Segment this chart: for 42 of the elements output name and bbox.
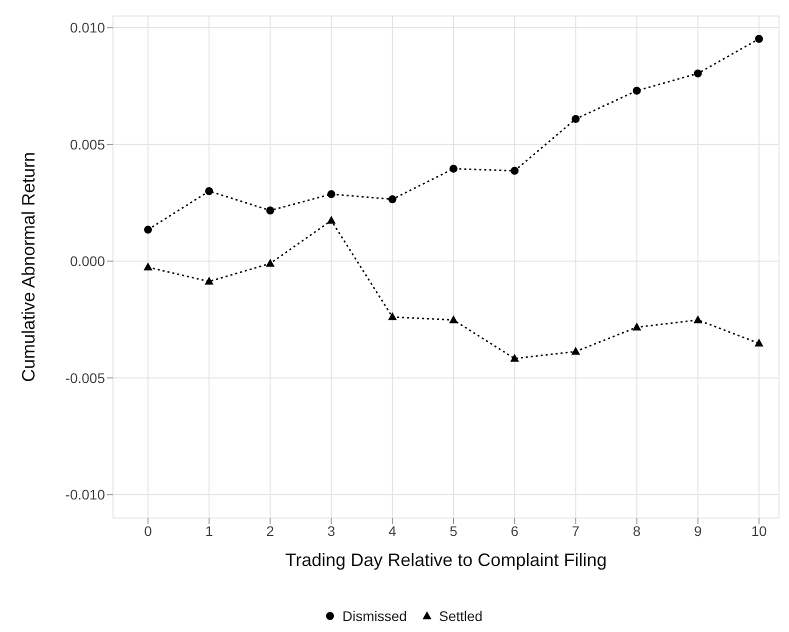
point: [388, 312, 397, 320]
x-tick-label: 0: [144, 522, 152, 539]
point: [205, 187, 214, 196]
point: [204, 276, 214, 285]
point: [694, 315, 702, 324]
x-tick-label: 5: [450, 522, 458, 539]
x-tick-label: 4: [388, 522, 396, 539]
point: [388, 195, 396, 204]
point: [755, 34, 763, 43]
x-tick-label: 8: [632, 522, 641, 539]
x-tick-label: 10: [751, 522, 767, 539]
point: [632, 86, 641, 95]
y-axis-title: Cumulative Abnormal Return: [18, 152, 38, 382]
point: [144, 262, 152, 270]
y-tick-label: -0.010: [65, 486, 106, 503]
x-tick-label: 3: [327, 522, 336, 539]
point: [572, 114, 580, 123]
point: [266, 258, 275, 267]
point: [754, 338, 764, 347]
x-tick-label: 9: [694, 522, 702, 539]
point: [266, 206, 274, 214]
y-tick-label: 0.000: [70, 253, 106, 270]
point: [327, 190, 336, 198]
y-tick-label: -0.005: [65, 370, 106, 386]
point: [326, 216, 336, 224]
y-tick-label: 0.010: [70, 20, 106, 36]
x-tick-label: 2: [266, 522, 274, 539]
legend-label: Dismissed: [342, 608, 407, 624]
point: [449, 315, 458, 324]
x-tick-label: 6: [510, 522, 519, 539]
point: [510, 166, 519, 175]
y-tick-label: 0.005: [70, 136, 106, 152]
x-axis-title: Trading Day Relative to Complaint Filing: [285, 550, 607, 570]
point: [144, 226, 152, 234]
point: [450, 164, 458, 173]
point: [510, 354, 519, 362]
point: [632, 322, 642, 330]
point: [694, 69, 702, 78]
point: [571, 346, 580, 355]
legend-label: Settled: [438, 608, 483, 624]
x-tick-label: 1: [205, 522, 214, 539]
x-tick-label: 7: [572, 522, 580, 539]
